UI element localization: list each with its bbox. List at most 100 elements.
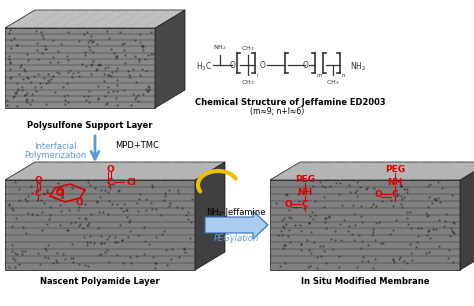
Point (96, 195, 104, 200)
Point (28, 191, 36, 196)
Point (142, 86, 149, 91)
Point (281, 215, 288, 220)
Point (310, 240, 318, 245)
Point (134, 253, 141, 258)
Point (6, 28, 14, 32)
Point (280, 242, 288, 247)
Point (38, 33, 46, 38)
Point (297, 242, 304, 247)
Point (64, 93, 71, 98)
Point (84, 93, 92, 98)
Point (55, 71, 63, 76)
Point (84, 180, 92, 185)
Point (151, 260, 158, 265)
Point (134, 232, 142, 237)
Point (322, 226, 330, 231)
Polygon shape (155, 10, 185, 108)
Point (104, 190, 112, 195)
Point (350, 238, 358, 243)
Text: $\mathsf{CH_3}$: $\mathsf{CH_3}$ (241, 78, 255, 87)
Point (137, 192, 144, 196)
Point (282, 192, 290, 196)
Text: O: O (230, 61, 236, 69)
Point (297, 248, 305, 253)
Point (90, 241, 98, 246)
Point (365, 258, 372, 263)
Point (42, 80, 49, 85)
Point (438, 186, 446, 191)
Point (346, 190, 354, 195)
Point (24, 210, 31, 215)
Point (392, 218, 400, 223)
Point (46, 59, 54, 64)
Point (306, 263, 314, 268)
Point (16, 262, 23, 267)
Point (379, 241, 387, 246)
Point (88, 63, 95, 68)
Point (353, 193, 361, 198)
Point (86, 239, 93, 244)
Text: O: O (284, 200, 292, 208)
Point (135, 196, 143, 201)
Point (96, 253, 103, 258)
Point (104, 211, 112, 216)
Point (30, 73, 38, 78)
Point (351, 189, 359, 194)
Point (25, 75, 32, 80)
Polygon shape (5, 28, 155, 108)
Point (182, 212, 190, 217)
Point (82, 52, 89, 57)
Point (44, 77, 52, 82)
Point (346, 182, 353, 187)
Point (81, 202, 88, 207)
Point (377, 240, 385, 245)
Polygon shape (270, 162, 474, 180)
Point (160, 197, 168, 202)
Point (43, 222, 51, 226)
Text: O: O (34, 176, 42, 185)
Point (440, 223, 448, 228)
Point (140, 251, 148, 256)
Point (41, 255, 49, 260)
Point (147, 30, 155, 35)
Point (181, 249, 189, 254)
Point (337, 180, 344, 185)
Point (423, 233, 431, 238)
Point (349, 203, 357, 208)
Point (309, 209, 316, 214)
Point (27, 183, 35, 188)
Point (450, 231, 457, 236)
Point (301, 188, 309, 193)
Point (93, 66, 101, 71)
Point (297, 241, 305, 246)
Point (37, 29, 45, 34)
Point (279, 217, 286, 222)
Point (313, 255, 321, 259)
Point (403, 187, 411, 192)
Point (400, 194, 408, 199)
Point (80, 188, 88, 193)
Point (13, 43, 20, 48)
Point (129, 67, 137, 72)
Point (434, 195, 442, 200)
Point (436, 199, 444, 204)
Point (107, 74, 115, 79)
Point (97, 251, 105, 256)
Point (32, 88, 39, 93)
Point (81, 263, 89, 268)
Point (332, 181, 339, 185)
Point (113, 103, 121, 108)
Text: Cl: Cl (76, 198, 84, 207)
Point (38, 50, 46, 55)
Point (294, 192, 302, 196)
Point (100, 79, 108, 84)
Point (107, 47, 115, 51)
Text: In Situ Modified Membrane: In Situ Modified Membrane (301, 277, 429, 286)
Point (5, 57, 13, 62)
Point (94, 96, 101, 101)
Point (33, 198, 41, 203)
Point (400, 259, 407, 263)
Point (51, 89, 58, 94)
Point (320, 194, 328, 199)
Point (285, 208, 293, 213)
